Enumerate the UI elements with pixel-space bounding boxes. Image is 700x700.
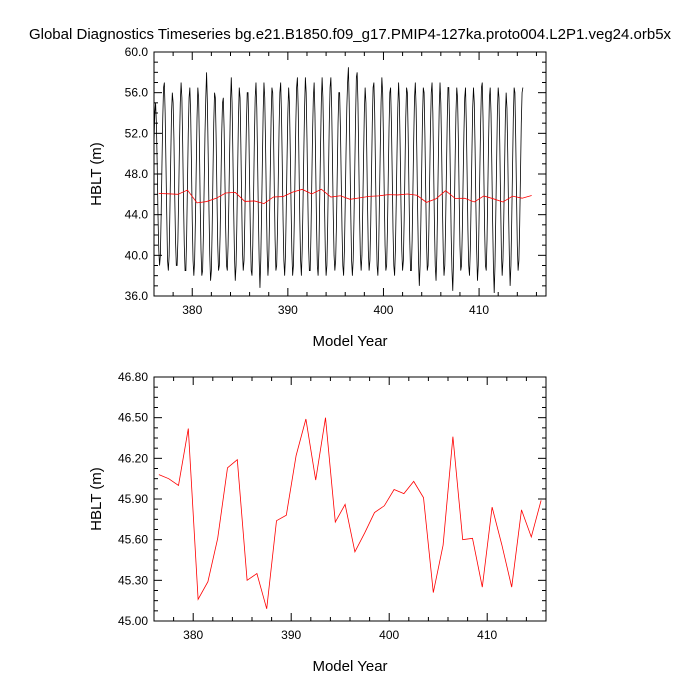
x-tick-label: 380 (182, 303, 202, 317)
y-tick-label: 45.00 (118, 614, 148, 628)
y-tick-label: 45.60 (118, 533, 148, 547)
y-tick-label: 45.90 (118, 492, 148, 506)
x-tick-label: 380 (183, 628, 203, 642)
chart-bottom: 380 390 400 410 45.00 45.30 45.60 45.90 46.20 46.… (88, 370, 547, 675)
x-tick-label: 390 (278, 303, 298, 317)
page-title: Global Diagnostics Timeseries bg.e21.B18… (28, 26, 672, 43)
series-line-1 (158, 188, 532, 205)
plot-frame (153, 376, 547, 622)
y-tick-label: 52.0 (125, 126, 149, 140)
y-tick-label: 36.0 (125, 289, 149, 303)
series-line-0 (158, 417, 542, 609)
y-axis-title: HBLT (m) (88, 142, 105, 206)
y-tick-label: 46.50 (118, 411, 148, 425)
y-tick-label: 45.30 (118, 573, 148, 587)
x-tick-label: 390 (281, 628, 301, 642)
x-tick-label: 410 (477, 628, 497, 642)
y-tick-label: 56.0 (125, 86, 149, 100)
x-tick-label: 400 (373, 303, 393, 317)
series-line-0 (154, 67, 524, 293)
y-axis-title: HBLT (m) (88, 467, 105, 531)
y-tick-label: 46.80 (118, 370, 148, 384)
y-tick-label: 48.0 (125, 167, 149, 181)
chart-top: 380 390 400 410 36.0 40.0 44.0 48.0 52.0 56.0 60.0… (88, 45, 547, 350)
x-tick-label: 400 (379, 628, 399, 642)
x-axis-title: Model Year (312, 658, 387, 675)
x-tick-label: 410 (469, 303, 489, 317)
y-tick-label: 46.20 (118, 451, 148, 465)
y-tick-label: 44.0 (125, 208, 149, 222)
y-tick-label: 60.0 (125, 45, 149, 59)
x-axis-title: Model Year (312, 333, 387, 350)
y-tick-label: 40.0 (125, 248, 149, 262)
